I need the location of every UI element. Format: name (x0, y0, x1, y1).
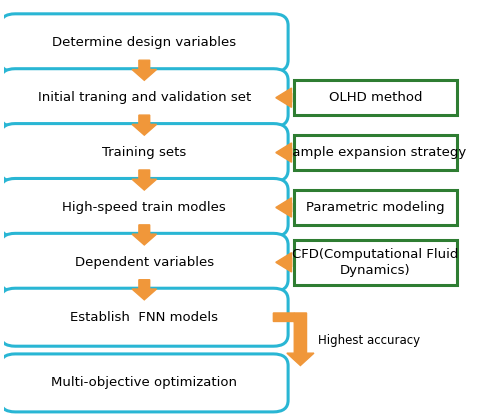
Text: Initial traning and validation set: Initial traning and validation set (38, 91, 251, 104)
FancyBboxPatch shape (0, 233, 288, 291)
Polygon shape (276, 198, 292, 217)
Text: Establish  FNN models: Establish FNN models (70, 311, 219, 324)
Bar (294, 135, 456, 170)
Text: Dependent variables: Dependent variables (74, 256, 214, 269)
Text: OLHD method: OLHD method (328, 91, 422, 104)
Text: Parametric modeling: Parametric modeling (306, 201, 444, 214)
Text: High-speed train modles: High-speed train modles (62, 201, 226, 214)
Text: Training sets: Training sets (102, 146, 186, 159)
Text: Highest accuracy: Highest accuracy (318, 334, 420, 347)
Polygon shape (274, 313, 314, 365)
Bar (294, 80, 456, 115)
Polygon shape (276, 88, 292, 107)
Text: Determine design variables: Determine design variables (52, 36, 236, 49)
Polygon shape (132, 225, 156, 245)
Polygon shape (276, 143, 292, 162)
Text: Multi-objective optimization: Multi-objective optimization (52, 377, 238, 390)
FancyBboxPatch shape (0, 14, 288, 72)
FancyBboxPatch shape (0, 288, 288, 346)
Polygon shape (132, 60, 156, 80)
Text: CFD(Computational Fluid
Dynamics): CFD(Computational Fluid Dynamics) (292, 248, 458, 277)
Polygon shape (132, 280, 156, 300)
Bar (294, 190, 456, 225)
FancyBboxPatch shape (0, 69, 288, 127)
FancyBboxPatch shape (0, 178, 288, 237)
Polygon shape (132, 170, 156, 190)
Text: Sample expansion strategy: Sample expansion strategy (284, 146, 467, 159)
Polygon shape (132, 115, 156, 135)
FancyBboxPatch shape (0, 124, 288, 181)
FancyBboxPatch shape (0, 354, 288, 412)
Bar (294, 240, 456, 285)
Polygon shape (276, 252, 292, 272)
